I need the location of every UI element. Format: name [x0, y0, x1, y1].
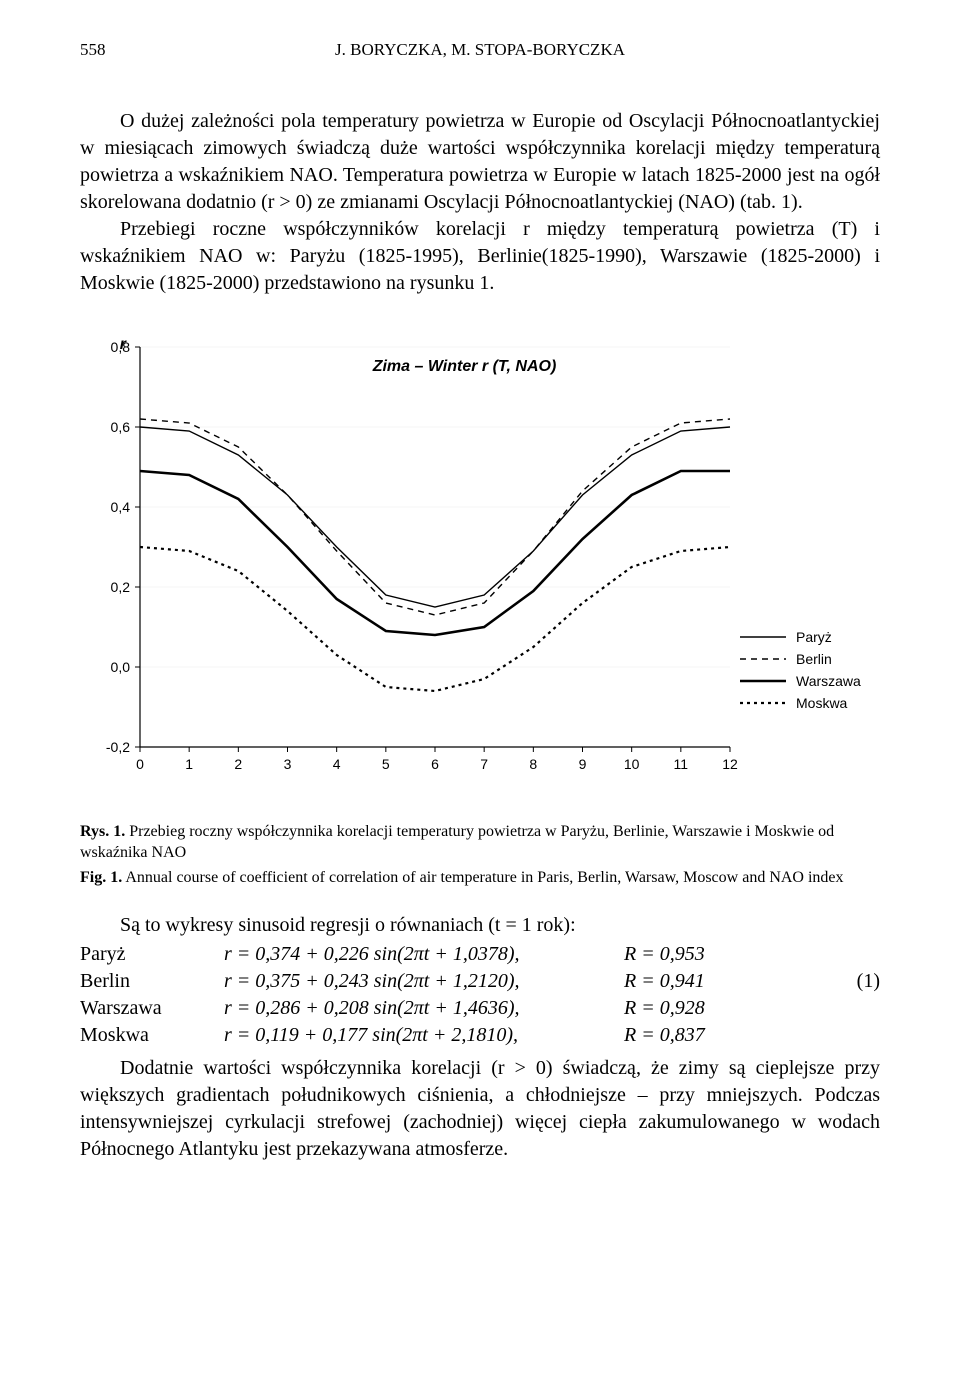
svg-text:0,8: 0,8: [111, 339, 131, 355]
fig-caption-pl-text: Przebieg roczny współczynnika korelacji …: [80, 823, 834, 861]
eq-expression: r = 0,286 + 0,208 sin(2πt + 1,4636),: [224, 995, 624, 1022]
svg-text:2: 2: [234, 756, 242, 772]
paragraph-last: Dodatnie wartości współczynnika korelacj…: [80, 1055, 880, 1163]
chart-svg: rZima – Winter r (T, NAO)-0,20,00,20,40,…: [90, 327, 870, 787]
equations-intro: Są to wykresy sinusoid regresji o równan…: [80, 912, 880, 939]
eq-expression: r = 0,375 + 0,243 sin(2πt + 1,2120),: [224, 968, 624, 995]
eq-R: R = 0,928: [624, 995, 800, 1022]
svg-text:Paryż: Paryż: [796, 629, 832, 645]
eq-number: [800, 995, 880, 1022]
equation-row: Warszawar = 0,286 + 0,208 sin(2πt + 1,46…: [80, 995, 880, 1022]
svg-text:0,4: 0,4: [111, 499, 131, 515]
paragraph-1: O dużej zależności pola temperatury powi…: [80, 108, 880, 216]
eq-R: R = 0,941: [624, 968, 800, 995]
eq-expression: r = 0,119 + 0,177 sin(2πt + 2,1810),: [224, 1022, 624, 1049]
svg-text:6: 6: [431, 756, 439, 772]
eq-number: [800, 1022, 880, 1049]
svg-text:11: 11: [674, 756, 689, 772]
eq-number: (1): [800, 968, 880, 995]
eq-city: Moskwa: [80, 1022, 224, 1049]
fig-caption-en-prefix: Fig. 1.: [80, 869, 122, 886]
fig-caption-en: Fig. 1. Annual course of coefficient of …: [80, 868, 880, 889]
eq-R: R = 0,837: [624, 1022, 800, 1049]
svg-text:4: 4: [333, 756, 341, 772]
equation-row: Moskwar = 0,119 + 0,177 sin(2πt + 2,1810…: [80, 1022, 880, 1049]
svg-text:0: 0: [136, 756, 144, 772]
svg-text:1: 1: [185, 756, 193, 772]
svg-text:3: 3: [284, 756, 292, 772]
eq-R: R = 0,953: [624, 941, 800, 968]
svg-text:9: 9: [579, 756, 587, 772]
svg-text:8: 8: [529, 756, 537, 772]
svg-text:Moskwa: Moskwa: [796, 695, 848, 711]
fig-caption-pl-prefix: Rys. 1.: [80, 823, 125, 840]
svg-text:0,0: 0,0: [111, 659, 131, 675]
eq-expression: r = 0,374 + 0,226 sin(2πt + 1,0378),: [224, 941, 624, 968]
eq-city: Paryż: [80, 941, 224, 968]
svg-text:0,2: 0,2: [111, 579, 131, 595]
svg-text:0,6: 0,6: [111, 419, 131, 435]
page-number: 558: [80, 40, 106, 60]
figure-1-chart: rZima – Winter r (T, NAO)-0,20,00,20,40,…: [90, 327, 870, 792]
svg-text:10: 10: [624, 756, 640, 772]
fig-caption-en-text: Annual course of coefficient of correlat…: [122, 869, 843, 886]
eq-number: [800, 941, 880, 968]
running-head-text: J. BORYCZKA, M. STOPA-BORYCZKA: [335, 40, 625, 60]
svg-text:7: 7: [480, 756, 488, 772]
svg-text:Berlin: Berlin: [796, 651, 832, 667]
figure-1-captions: Rys. 1. Przebieg roczny współczynnika ko…: [80, 822, 880, 888]
svg-text:12: 12: [722, 756, 738, 772]
equation-row: Paryżr = 0,374 + 0,226 sin(2πt + 1,0378)…: [80, 941, 880, 968]
svg-text:Warszawa: Warszawa: [796, 673, 861, 689]
svg-text:5: 5: [382, 756, 390, 772]
equations-table: Paryżr = 0,374 + 0,226 sin(2πt + 1,0378)…: [80, 941, 880, 1049]
running-header: 558 J. BORYCZKA, M. STOPA-BORYCZKA 000: [80, 40, 880, 60]
paragraph-2: Przebiegi roczne współczynników korelacj…: [80, 216, 880, 297]
page: 558 J. BORYCZKA, M. STOPA-BORYCZKA 000 O…: [0, 0, 960, 1203]
eq-city: Berlin: [80, 968, 224, 995]
svg-text:-0,2: -0,2: [106, 739, 130, 755]
svg-text:Zima – Winter r (T, NAO): Zima – Winter r (T, NAO): [372, 358, 557, 375]
equation-row: Berlinr = 0,375 + 0,243 sin(2πt + 1,2120…: [80, 968, 880, 995]
eq-city: Warszawa: [80, 995, 224, 1022]
fig-caption-pl: Rys. 1. Przebieg roczny współczynnika ko…: [80, 822, 880, 864]
